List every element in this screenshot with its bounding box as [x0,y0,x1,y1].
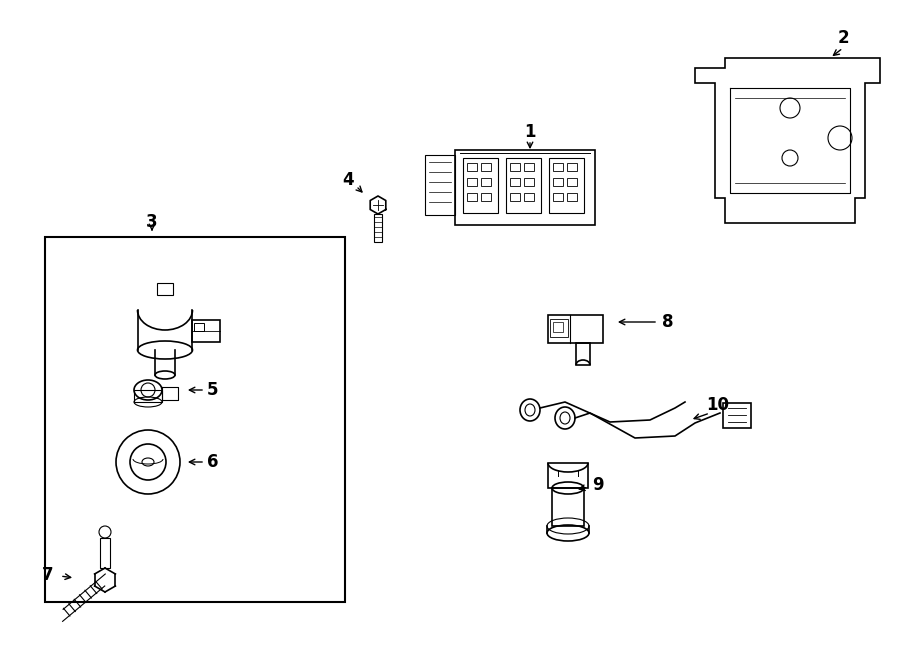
Bar [157,283,173,295]
Text: 7: 7 [42,566,54,584]
Bar [723,403,751,428]
Bar [467,163,477,171]
Bar [192,320,220,342]
Bar [553,322,563,332]
Text: 10: 10 [706,396,730,414]
Bar [100,538,110,568]
Bar [374,214,382,242]
Bar [576,343,590,365]
Bar [553,163,563,171]
Bar [463,158,498,213]
Bar [567,163,577,171]
Bar [481,193,491,201]
Bar [481,163,491,171]
Text: 6: 6 [207,453,219,471]
Bar [549,158,584,213]
Bar [510,163,520,171]
Bar [567,193,577,201]
Bar [455,150,595,225]
Text: 2: 2 [837,29,849,47]
Text: 8: 8 [662,313,674,331]
Bar [467,193,477,201]
Bar [524,178,534,186]
Bar [510,178,520,186]
Bar [550,319,568,337]
Bar [553,193,563,201]
Bar [467,178,477,186]
Bar [194,323,204,331]
Bar [45,237,345,602]
Bar [567,178,577,186]
Bar [553,178,563,186]
Text: 9: 9 [592,476,604,494]
Bar [548,315,603,343]
Text: 3: 3 [146,213,158,231]
Bar [134,390,162,402]
Text: 4: 4 [342,171,354,189]
Bar [510,193,520,201]
Text: 1: 1 [524,123,536,141]
Bar [524,163,534,171]
Bar [552,488,584,526]
Text: 5: 5 [207,381,219,399]
Bar [524,193,534,201]
Bar [506,158,541,213]
Bar [481,178,491,186]
Bar [548,463,588,488]
Bar [425,155,455,215]
